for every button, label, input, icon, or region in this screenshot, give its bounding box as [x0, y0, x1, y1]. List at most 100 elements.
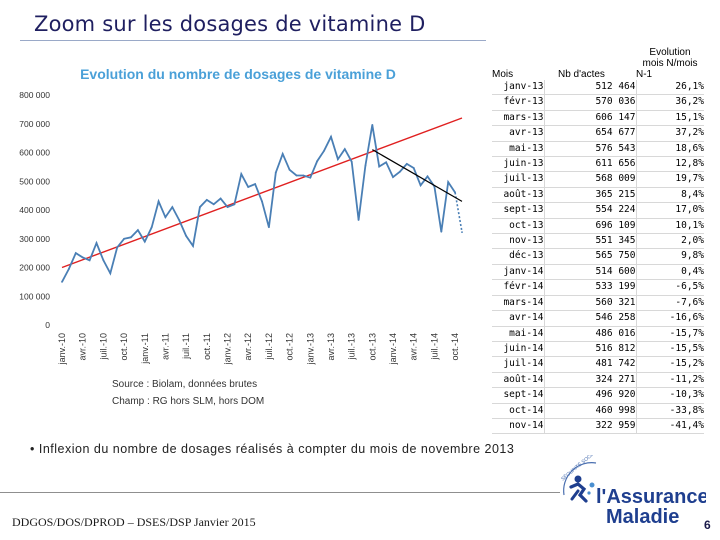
header-evolution-line-2: mois N/mois — [642, 58, 698, 69]
cell-evolution: -10,3% — [635, 387, 704, 404]
cell-evolution: -11,2% — [635, 372, 704, 389]
table-row: févr-14 533 199 -6,5% — [492, 279, 704, 296]
cell-evolution: -15,2% — [635, 356, 704, 373]
cell-evolution: -7,6% — [635, 295, 704, 312]
cell-evolution: 37,2% — [635, 125, 704, 142]
cell-evolution: 12,8% — [635, 156, 704, 173]
table-row: févr-13 570 036 36,2% — [492, 94, 704, 111]
data-point — [95, 242, 98, 244]
data-point — [350, 160, 353, 163]
table-row: juil-13 568 009 19,7% — [492, 171, 704, 188]
data-point — [267, 226, 270, 229]
cell-mois: juil-13 — [492, 171, 544, 188]
runner-icon — [569, 475, 595, 503]
data-point — [109, 272, 112, 275]
y-tick-label: 400 000 — [19, 205, 50, 215]
cell-nb-actes: 551 345 — [543, 233, 636, 250]
data-point — [281, 153, 284, 155]
y-tick-label: 0 — [45, 320, 50, 330]
cell-nb-actes: 496 920 — [543, 387, 636, 404]
series-last-segment — [454, 192, 463, 233]
data-point — [316, 160, 319, 163]
cell-mois: août-14 — [492, 372, 544, 389]
cell-mois: févr-14 — [492, 279, 544, 296]
cell-nb-actes: 611 656 — [543, 156, 636, 173]
cell-mois: avr-13 — [492, 125, 544, 142]
table-row: juil-14 481 742 -15,2% — [492, 356, 704, 373]
y-tick-label: 600 000 — [19, 148, 50, 158]
cell-evolution: 0,4% — [635, 264, 704, 281]
cell-mois: août-13 — [492, 187, 544, 204]
table-row: août-13 365 215 8,4% — [492, 187, 704, 204]
header-nb-actes: Nb d'actes — [558, 69, 605, 80]
cell-evolution: -41,4% — [635, 418, 704, 435]
cell-nb-actes: 546 258 — [543, 310, 636, 327]
cell-mois: mai-13 — [492, 141, 544, 158]
data-point — [123, 237, 125, 240]
cell-nb-actes: 576 543 — [543, 141, 636, 158]
cell-nb-actes: 560 321 — [543, 295, 636, 312]
x-tick-label: juil.-10 — [98, 333, 108, 361]
table-row: nov-14 322 959 -41,4% — [492, 418, 704, 435]
x-tick-label: janv.-10 — [57, 333, 67, 365]
cell-nb-actes: 570 036 — [543, 94, 636, 111]
cell-nb-actes: 533 199 — [543, 279, 636, 296]
cell-nb-actes: 554 224 — [543, 202, 636, 219]
table-row: nov-13 551 345 2,0% — [492, 233, 704, 250]
data-point — [171, 206, 174, 209]
table-row: oct-14 460 998 -33,8% — [492, 403, 704, 419]
table-row: mars-13 606 147 15,1% — [492, 110, 704, 127]
data-point — [323, 149, 325, 152]
data-point — [336, 158, 339, 161]
table-row: déc-13 565 750 9,8% — [492, 248, 704, 265]
recent-trend-line — [372, 149, 463, 202]
table-row: juin-14 516 812 -15,5% — [492, 341, 704, 358]
cell-nb-actes: 322 959 — [543, 418, 636, 435]
data-point — [212, 203, 215, 206]
y-tick-label: 200 000 — [19, 263, 50, 273]
cell-evolution: 19,7% — [635, 171, 704, 188]
data-point — [295, 174, 298, 177]
data-point — [116, 246, 119, 249]
data-point — [419, 184, 422, 187]
header-mois: Mois — [492, 69, 514, 80]
cell-mois: sept-14 — [492, 387, 544, 404]
cell-evolution: 15,1% — [635, 110, 704, 127]
data-point — [219, 197, 222, 200]
cell-evolution: -6,5% — [635, 279, 704, 296]
x-tick-label: oct.-11 — [202, 333, 212, 360]
table-row: janv-14 514 600 0,4% — [492, 264, 704, 281]
x-tick-label: janv.-11 — [140, 333, 150, 365]
cell-nb-actes: 514 600 — [543, 264, 636, 281]
cell-nb-actes: 324 271 — [543, 372, 636, 389]
table-row: juin-13 611 656 12,8% — [492, 156, 704, 173]
slide-title: Zoom sur les dosages de vitamine D — [34, 12, 426, 36]
table-header-row: Mois Nb d'actes Evolution mois N/mois N-… — [492, 40, 704, 80]
y-tick-label: 500 000 — [19, 176, 50, 186]
data-point — [150, 226, 153, 229]
y-tick-label: 800 000 — [19, 90, 50, 100]
data-point — [205, 199, 208, 201]
table-row: sept-13 554 224 17,0% — [492, 202, 704, 219]
x-tick-label: avr.-11 — [160, 333, 170, 360]
x-tick-label: juil.-12 — [264, 333, 274, 361]
x-tick-label: oct.-13 — [367, 333, 377, 361]
table-row: oct-13 696 109 10,1% — [492, 218, 704, 235]
cell-mois: nov-14 — [492, 418, 544, 435]
cell-nb-actes: 696 109 — [543, 218, 636, 235]
bullet-text: • Inflexion du nombre de dosages réalisé… — [30, 442, 515, 456]
table-row: août-14 324 271 -11,2% — [492, 372, 704, 389]
x-tick-label: janv.-12 — [223, 333, 233, 365]
logo-line-2: Maladie — [606, 506, 679, 525]
data-point — [364, 164, 367, 167]
page-number: 6 — [704, 518, 711, 532]
data-point — [309, 176, 312, 179]
data-point — [233, 203, 236, 206]
cell-evolution: 10,1% — [635, 218, 704, 235]
cell-mois: févr-13 — [492, 94, 544, 111]
data-point — [240, 173, 243, 175]
cell-nb-actes: 460 998 — [543, 403, 636, 419]
cell-mois: mai-14 — [492, 326, 544, 342]
header-evolution-line-3: N-1 — [636, 69, 653, 80]
x-tick-label: avr.-14 — [409, 333, 419, 361]
